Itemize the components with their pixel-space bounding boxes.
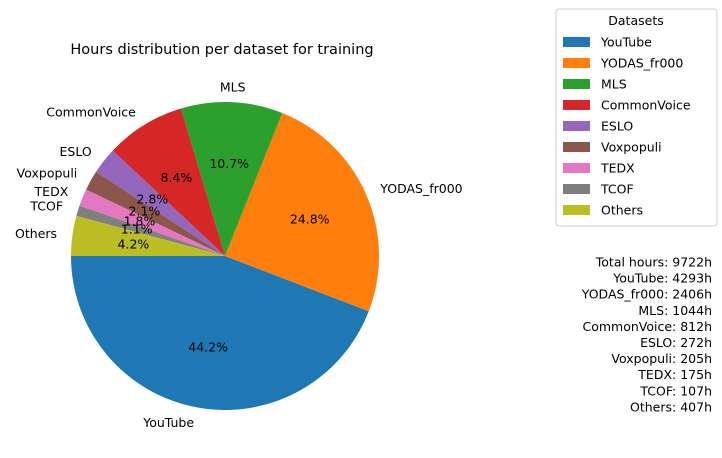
summary-line: Voxpopuli: 205h (611, 351, 712, 366)
legend-swatch-others (563, 205, 590, 215)
summary-line: YouTube: 4293h (612, 271, 712, 286)
legend-title: Datasets (608, 13, 663, 28)
legend-swatch-voxpopuli (563, 142, 590, 152)
pie-slices (71, 102, 380, 411)
pie-slice-mls (180, 102, 283, 256)
legend-swatch-mls (563, 79, 590, 89)
summary-line: MLS: 1044h (638, 303, 712, 318)
summary-line: CommonVoice: 812h (582, 319, 712, 334)
legend-label-tcof: TCOF (600, 182, 634, 197)
slice-label-others: Others (15, 226, 57, 241)
summary-line: Total hours: 9722h (595, 255, 712, 270)
legend-swatch-youtube (563, 37, 590, 47)
summary-line: TCOF: 107h (639, 383, 712, 398)
legend: Datasets YouTube YODAS_fr000 MLS CommonVoic… (555, 8, 718, 227)
slice-label-commonvoice: CommonVoice (46, 104, 136, 119)
legend-label-yodas-fr000: YODAS_fr000 (600, 56, 683, 71)
legend-frame (555, 8, 718, 227)
pie-slice-voxpopuli (86, 171, 225, 256)
legend-entries: YouTube YODAS_fr000 MLS CommonVoice ESLO Voxp… (563, 35, 691, 218)
percent-label-commonvoice: 8.4% (161, 170, 193, 185)
pie-slice-tedx (79, 189, 226, 256)
percent-label-tcof: 1.1% (121, 221, 153, 236)
slice-label-tedx: TEDX (34, 184, 69, 199)
legend-label-youtube: YouTube (600, 35, 652, 50)
percent-label-others: 4.2% (118, 236, 150, 251)
pie-slice-tcof (76, 205, 225, 256)
summary-line: YODAS_fr000: 2406h (581, 287, 712, 302)
percent-label-tedx: 1.8% (124, 213, 156, 228)
percent-label-youtube: 44.2% (188, 339, 228, 354)
legend-label-eslo: ESLO (601, 119, 633, 134)
chart-title: Hours distribution per dataset for train… (70, 42, 373, 58)
legend-swatch-eslo (563, 121, 590, 131)
percent-label-voxpopuli: 2.1% (129, 203, 161, 218)
pie-slice-youtube (71, 256, 369, 411)
summary-line: ESLO: 272h (640, 335, 712, 350)
legend-swatch-yodas-fr000 (563, 58, 590, 68)
percent-label-yodas-fr000: 24.8% (290, 212, 330, 227)
slice-label-eslo: ESLO (60, 144, 92, 159)
summary-line: Others: 407h (630, 399, 712, 414)
legend-label-voxpopuli: Voxpopuli (601, 140, 662, 155)
pie-slice-yodas-fr000 (225, 113, 380, 312)
slice-label-tcof: TCOF (29, 199, 63, 214)
pie-slice-others (71, 215, 225, 256)
legend-label-others: Others (601, 203, 643, 218)
slice-label-voxpopuli: Voxpopuli (17, 166, 78, 181)
legend-swatch-tedx (563, 163, 590, 173)
slice-label-mls: MLS (220, 79, 246, 94)
percent-label-mls: 10.7% (209, 156, 249, 171)
legend-label-tedx: TEDX (600, 161, 635, 176)
legend-label-mls: MLS (601, 77, 627, 92)
slice-label-yodas-fr000: YODAS_fr000 (379, 181, 462, 196)
slice-label-youtube: YouTube (142, 415, 194, 430)
pie-slice-commonvoice (112, 108, 225, 256)
legend-swatch-commonvoice (563, 100, 590, 110)
percent-label-eslo: 2.8% (136, 191, 168, 206)
summary-line: TEDX: 175h (637, 367, 712, 382)
legend-label-commonvoice: CommonVoice (601, 98, 691, 113)
legend-swatch-tcof (563, 184, 590, 194)
pie-slice-eslo (95, 150, 226, 256)
slice-labels: YouTube YODAS_fr000 MLS CommonVoice ESLO Voxp… (15, 79, 463, 430)
percent-labels: 44.2% 24.8% 10.7% 8.4% 2.8%2.1%1.8%1.1%4.2% (118, 156, 330, 354)
